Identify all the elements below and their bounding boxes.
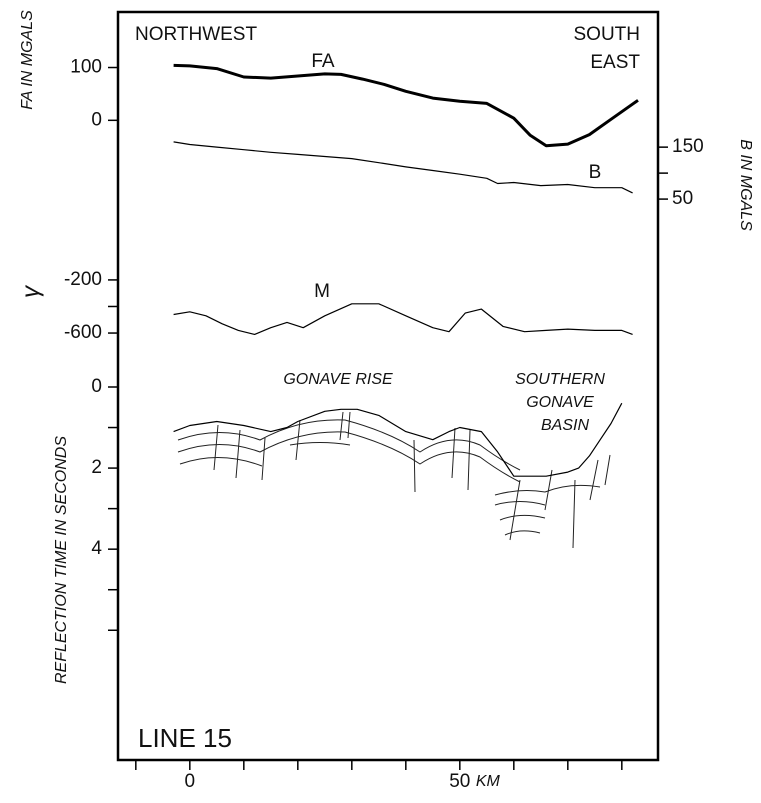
y-tick-label: -200 — [64, 269, 102, 290]
x-tick-label: 50 — [449, 771, 470, 792]
series-label: M — [314, 281, 330, 302]
y-tick-label: 50 — [672, 188, 693, 209]
axis-label: B IN MGALS — [737, 139, 754, 231]
line-label: LINE 15 — [138, 723, 232, 753]
frame — [116, 10, 660, 762]
series-label: B — [589, 162, 602, 183]
y-tick-label: 0 — [91, 376, 102, 397]
data-line — [173, 303, 633, 335]
region-label: SOUTHERN — [515, 371, 605, 388]
data-line — [173, 63, 639, 148]
left-header: NORTHWEST — [135, 24, 257, 45]
y-tick-label: -600 — [64, 322, 102, 343]
axis-label: FA IN MGALS — [19, 10, 36, 110]
y-tick-label: 100 — [70, 57, 102, 78]
y-tick-label: 2 — [91, 457, 102, 478]
region-label: GONAVE RISE — [283, 371, 393, 388]
region-label: GONAVE — [526, 394, 594, 411]
data-line — [173, 402, 623, 477]
series-label: FA — [311, 51, 335, 72]
x-tick-label: 0 — [185, 771, 196, 792]
y-tick-label: 0 — [91, 109, 102, 130]
seismic-sketch — [177, 411, 611, 549]
data-line — [173, 141, 633, 194]
region-label: BASIN — [541, 417, 589, 434]
y-tick-label: 4 — [91, 538, 102, 559]
x-axis-label: KM — [476, 773, 501, 790]
right-header: SOUTH — [574, 24, 641, 45]
axis-label: REFLECTION TIME IN SECONDS — [53, 436, 70, 684]
y-tick-label: 150 — [672, 136, 704, 157]
right-header: EAST — [590, 52, 640, 73]
axis-label: γ — [17, 284, 44, 298]
